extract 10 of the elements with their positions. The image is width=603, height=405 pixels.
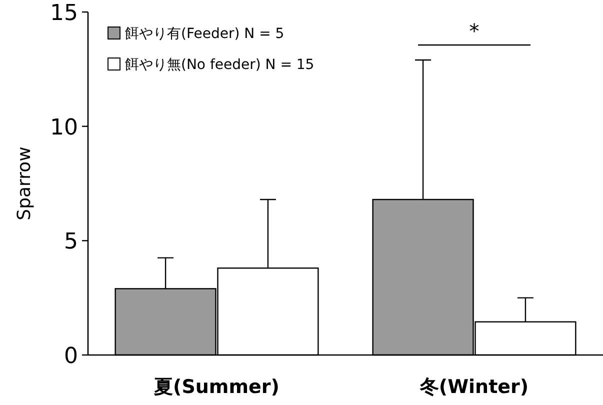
y-tick-label: 0 (64, 344, 78, 369)
annotation: * (469, 19, 480, 43)
y-tick-label: 5 (64, 230, 78, 255)
y-tick-label: 10 (50, 115, 78, 140)
y-axis-title: Sparrow (14, 146, 35, 220)
x-tick-label: 夏(Summer) (153, 376, 280, 398)
legend-label: 餌やり無(No feeder) N = 15 (125, 57, 314, 73)
legend-label: 餌やり有(Feeder) N = 5 (125, 26, 284, 42)
x-tick-label: 冬(Winter) (418, 376, 529, 398)
y-tick-label: 15 (50, 1, 78, 26)
